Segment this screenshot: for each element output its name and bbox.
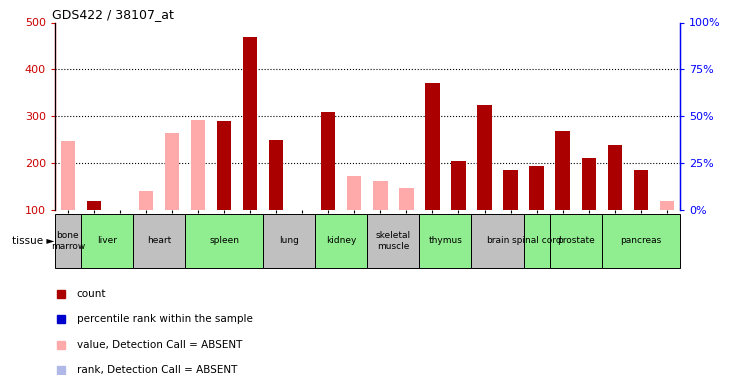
Bar xyxy=(550,214,602,268)
Bar xyxy=(523,214,550,268)
Text: count: count xyxy=(77,289,106,299)
Bar xyxy=(602,214,680,268)
Text: skeletal
muscle: skeletal muscle xyxy=(376,231,411,251)
Bar xyxy=(634,170,648,210)
Bar xyxy=(420,214,471,268)
Bar xyxy=(263,214,315,268)
Text: percentile rank within the sample: percentile rank within the sample xyxy=(77,314,253,324)
Text: value, Detection Call = ABSENT: value, Detection Call = ABSENT xyxy=(77,340,242,350)
Bar xyxy=(61,141,75,210)
Bar xyxy=(185,214,263,268)
Bar xyxy=(504,170,518,210)
Bar xyxy=(55,214,81,268)
Bar xyxy=(374,181,387,210)
Bar xyxy=(139,191,153,210)
Text: heart: heart xyxy=(147,237,171,246)
Bar xyxy=(399,188,414,210)
Bar xyxy=(451,161,466,210)
Text: GDS422 / 38107_at: GDS422 / 38107_at xyxy=(52,8,173,21)
Text: spleen: spleen xyxy=(209,237,239,246)
Bar xyxy=(87,201,101,210)
Text: brain: brain xyxy=(486,237,510,246)
Bar xyxy=(477,105,492,210)
Bar xyxy=(321,112,336,210)
Bar xyxy=(81,214,133,268)
Bar xyxy=(471,214,523,268)
Bar xyxy=(243,37,257,210)
Text: rank, Detection Call = ABSENT: rank, Detection Call = ABSENT xyxy=(77,365,237,375)
Bar xyxy=(582,158,596,210)
Text: tissue ►: tissue ► xyxy=(12,236,55,246)
Bar xyxy=(217,121,231,210)
Bar xyxy=(191,120,205,210)
Text: liver: liver xyxy=(97,237,117,246)
Bar xyxy=(556,131,569,210)
Bar xyxy=(367,214,420,268)
Bar xyxy=(659,201,674,210)
Bar xyxy=(133,214,185,268)
Text: lung: lung xyxy=(279,237,299,246)
Bar xyxy=(425,84,439,210)
Bar xyxy=(315,214,367,268)
Bar xyxy=(347,176,361,210)
Text: bone
marrow: bone marrow xyxy=(50,231,85,251)
Bar xyxy=(529,166,544,210)
Bar xyxy=(269,140,284,210)
Text: prostate: prostate xyxy=(557,237,594,246)
Text: kidney: kidney xyxy=(326,237,357,246)
Bar xyxy=(607,146,622,210)
Text: thymus: thymus xyxy=(428,237,463,246)
Bar xyxy=(165,133,179,210)
Text: pancreas: pancreas xyxy=(620,237,662,246)
Text: spinal cord: spinal cord xyxy=(512,237,561,246)
